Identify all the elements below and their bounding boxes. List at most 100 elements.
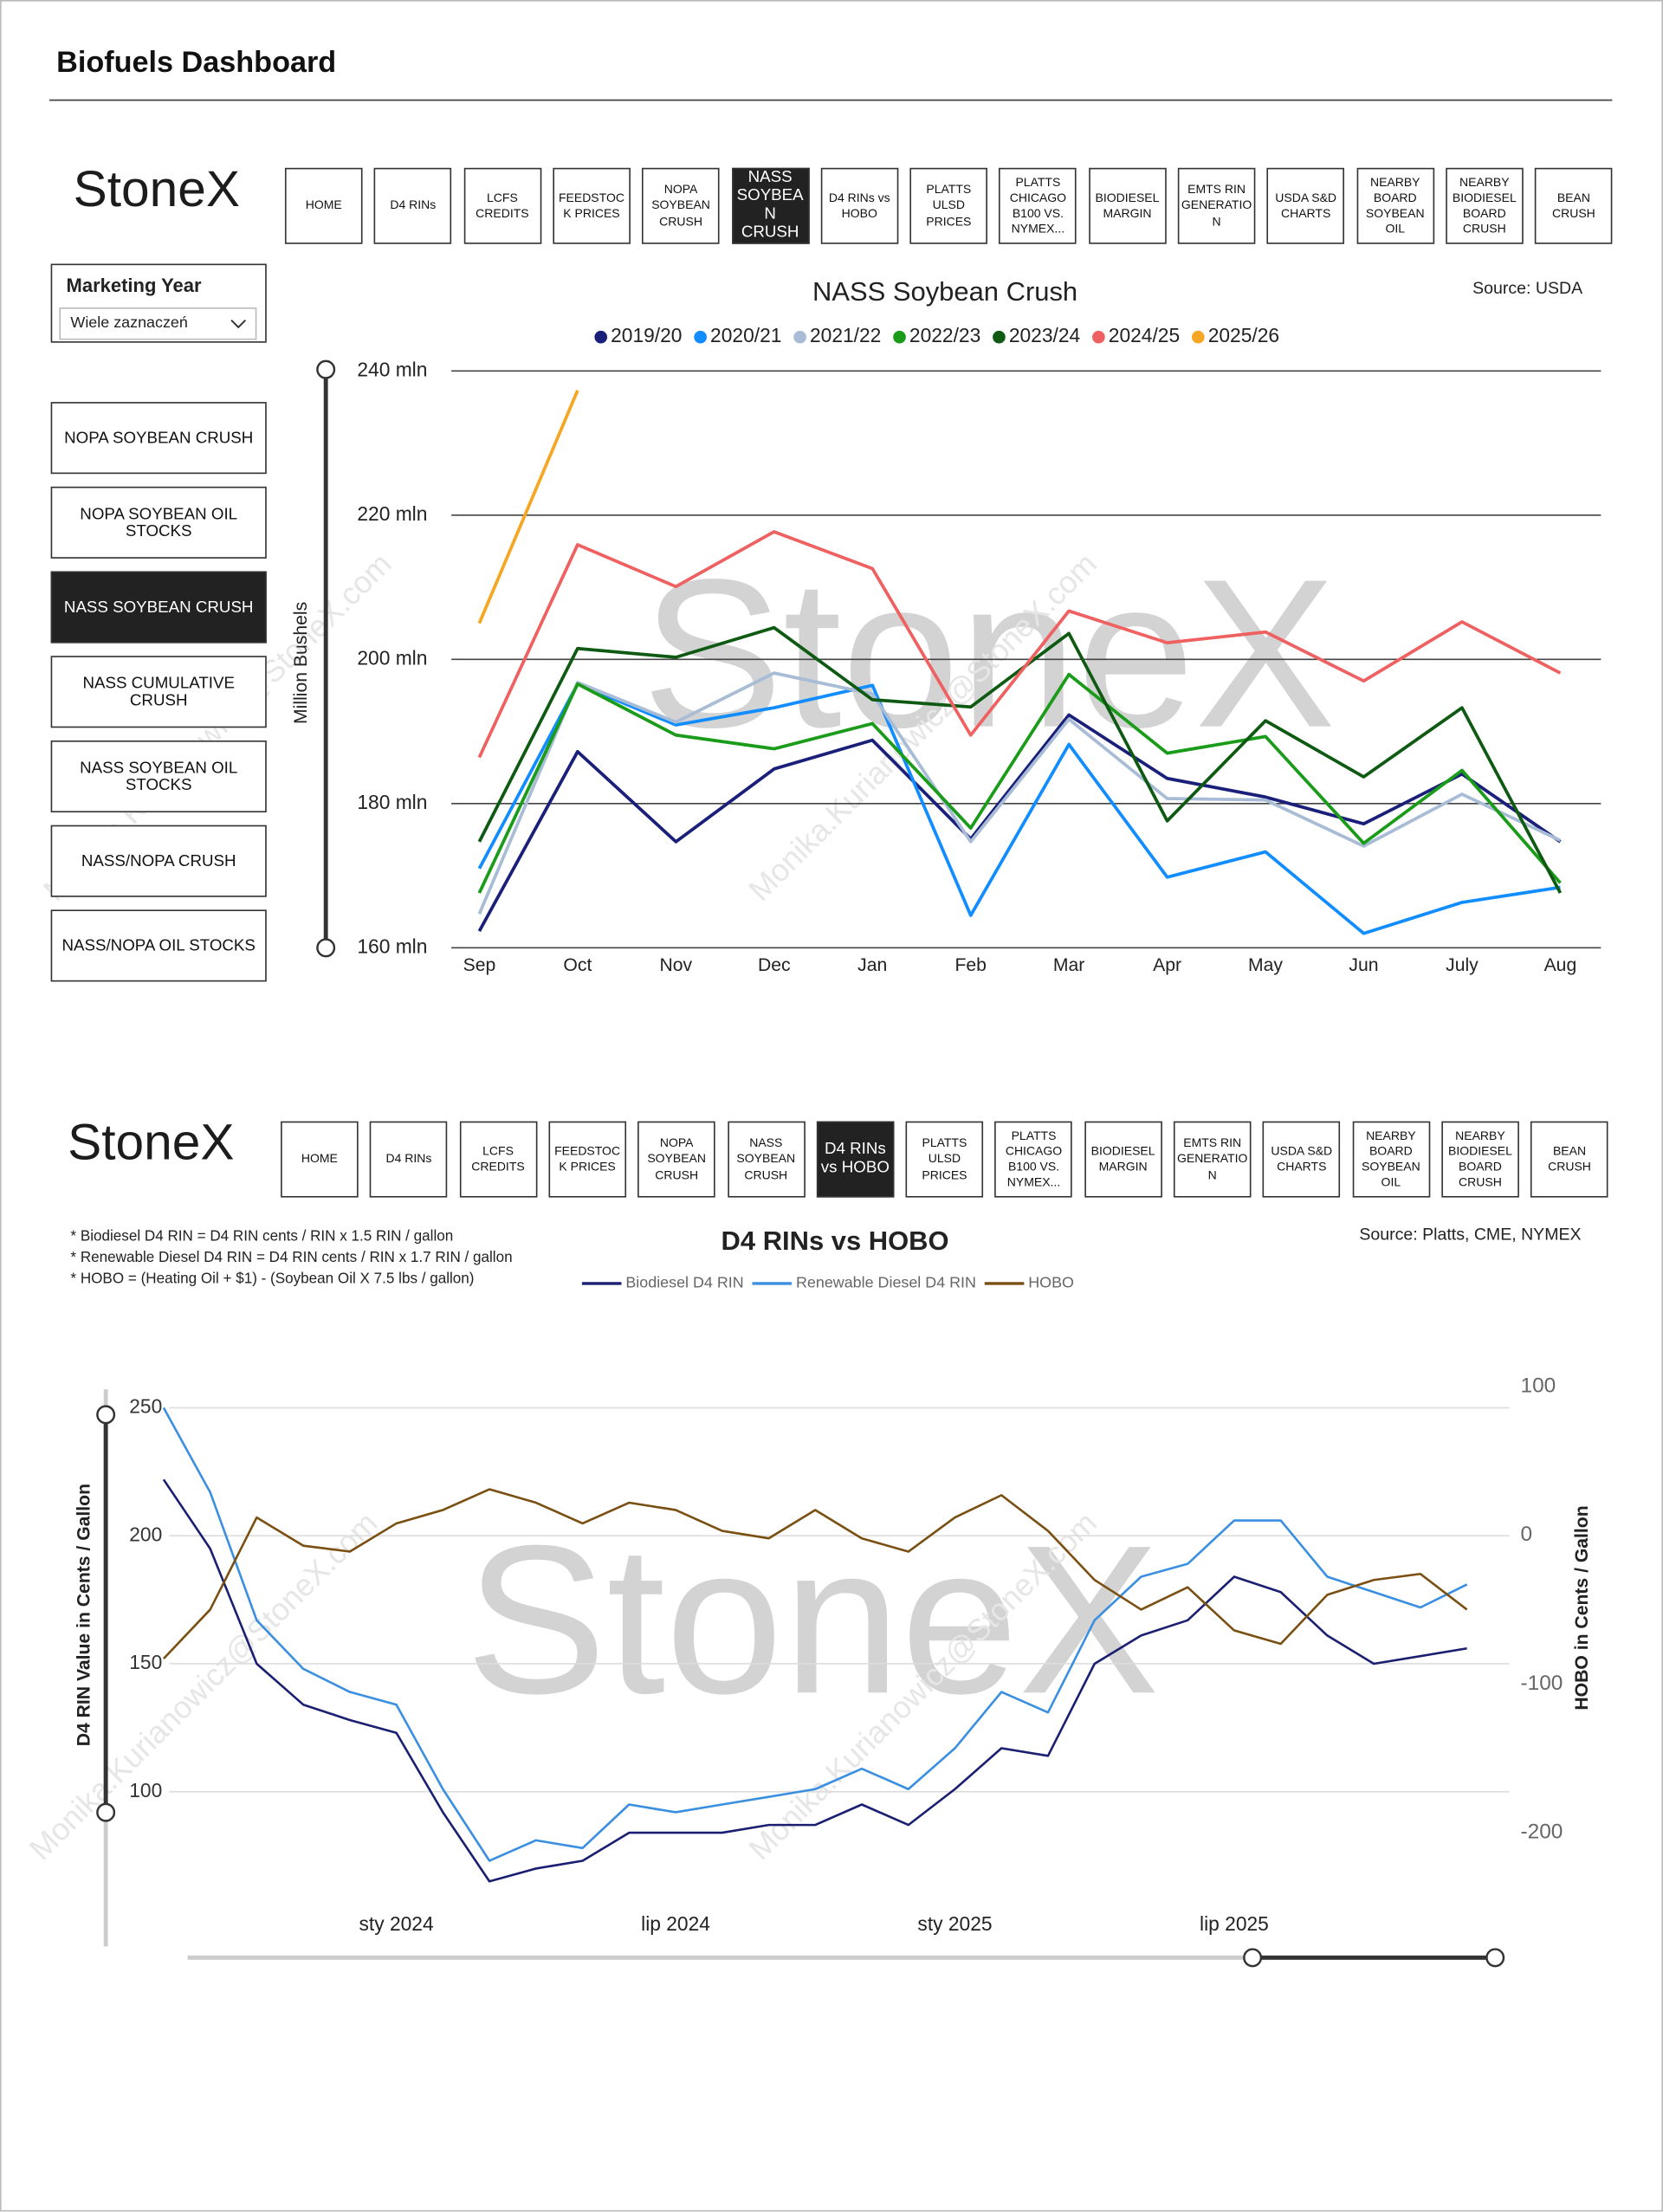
- nav-button[interactable]: BIODIESEL MARGIN: [1084, 1121, 1162, 1198]
- chart-note: * Renewable Diesel D4 RIN = D4 RIN cents…: [70, 1249, 512, 1265]
- y2-tick-label: -200: [1521, 1820, 1563, 1843]
- x-tick-label: Apr: [1153, 955, 1181, 975]
- y-tick-label: 250: [129, 1394, 162, 1417]
- watermark-logo: StoneX: [642, 535, 1336, 772]
- nav-button[interactable]: HOME: [281, 1121, 359, 1198]
- nav-button[interactable]: USDA S&D CHARTS: [1266, 167, 1345, 244]
- chart-source: Source: Platts, CME, NYMEX: [1359, 1226, 1581, 1245]
- side-menu-button[interactable]: NASS/NOPA CRUSH: [50, 825, 267, 897]
- legend: Biodiesel D4 RIN Renewable Diesel D4 RIN H…: [581, 1274, 1074, 1291]
- legend-label: 2024/25: [1109, 324, 1180, 346]
- x-tick-label: May: [1248, 955, 1283, 975]
- x-tick-label: Feb: [954, 955, 986, 975]
- series-line: [477, 530, 1562, 759]
- nav-button[interactable]: PLATTS CHICAGO B100 VS. NYMEX...: [999, 167, 1077, 244]
- legend-label: 2025/26: [1208, 324, 1279, 346]
- slicer-title: Marketing Year: [66, 275, 202, 296]
- slider-handle[interactable]: [316, 359, 336, 379]
- series-line: [477, 713, 1562, 933]
- nav-button[interactable]: NEARBY BOARD SOYBEAN OIL: [1352, 1121, 1430, 1198]
- nav-button[interactable]: FEEDSTOCK PRICES: [548, 1121, 626, 1198]
- y-axis-title: Million Bushels: [291, 602, 311, 724]
- legend-marker: [893, 330, 906, 344]
- nav-button[interactable]: EMTS RIN GENERATION: [1177, 167, 1256, 244]
- y-axis-title: D4 RIN Value in Cents / Gallon: [74, 1484, 94, 1746]
- side-menu-button[interactable]: NOPA SOYBEAN CRUSH: [50, 402, 267, 475]
- legend: 2019/20 2020/21 2021/22 2022/23 2023/24 2024/…: [594, 324, 1279, 346]
- series-line: [477, 625, 1563, 894]
- logo: StoneX: [68, 1115, 234, 1171]
- legend-label: 2022/23: [909, 324, 980, 346]
- side-menu-button[interactable]: NASS CUMULATIVE CRUSH: [50, 656, 267, 728]
- slider-handle[interactable]: [96, 1405, 116, 1425]
- legend-label: 2023/24: [1009, 324, 1080, 346]
- nav-button[interactable]: LCFS CREDITS: [459, 1121, 537, 1198]
- nav-button[interactable]: PLATTS ULSD PRICES: [909, 167, 988, 244]
- nav-button[interactable]: USDA S&D CHARTS: [1262, 1121, 1341, 1198]
- series-line: [477, 671, 1562, 915]
- series-line: [162, 1478, 1467, 1883]
- x-tick-label: Dec: [758, 955, 791, 975]
- nav-button[interactable]: D4 RINs vs HOBO: [820, 167, 899, 244]
- y2-tick-label: 100: [1521, 1374, 1556, 1398]
- nav-button[interactable]: BEAN CRUSH: [1530, 1121, 1608, 1198]
- series-line: [477, 672, 1562, 894]
- nav-button[interactable]: FEEDSTOCK PRICES: [553, 167, 631, 244]
- slider-handle[interactable]: [1485, 1948, 1505, 1968]
- nav-button[interactable]: NASS SOYBEAN CRUSH: [731, 167, 809, 244]
- side-menu-button[interactable]: NASS SOYBEAN OIL STOCKS: [50, 740, 267, 813]
- nav-button[interactable]: NEARBY BIODIESEL BOARD CRUSH: [1446, 167, 1524, 244]
- nav-button[interactable]: EMTS RIN GENERATION: [1173, 1121, 1252, 1198]
- nav-button[interactable]: NEARBY BIODIESEL BOARD CRUSH: [1441, 1121, 1519, 1198]
- slider-handle[interactable]: [316, 938, 336, 958]
- side-menu-button[interactable]: NOPA SOYBEAN OIL STOCKS: [50, 486, 267, 559]
- y2-tick-label: 0: [1521, 1523, 1533, 1546]
- series-line: [477, 682, 1561, 935]
- y-tick-label: 160 mln: [357, 935, 427, 957]
- legend-label: 2019/20: [611, 324, 682, 346]
- x-tick-label: Aug: [1544, 955, 1577, 975]
- y-tick-label: 150: [129, 1651, 162, 1673]
- nav-button[interactable]: HOME: [284, 167, 363, 244]
- x-tick-label: Jan: [857, 955, 887, 975]
- legend-label: 2021/22: [810, 324, 881, 346]
- nav-button[interactable]: PLATTS ULSD PRICES: [905, 1121, 984, 1198]
- side-menu-button[interactable]: NASS/NOPA OIL STOCKS: [50, 909, 267, 982]
- x-tick-label: Jun: [1349, 955, 1378, 975]
- nav-button[interactable]: BIODIESEL MARGIN: [1088, 167, 1167, 244]
- chart-title: NASS Soybean Crush: [812, 276, 1077, 307]
- nav-button[interactable]: NOPA SOYBEAN CRUSH: [637, 1121, 715, 1198]
- legend-label: HOBO: [1028, 1274, 1074, 1291]
- nav-button[interactable]: NEARBY BOARD SOYBEAN OIL: [1356, 167, 1434, 244]
- slider-handle[interactable]: [1243, 1948, 1263, 1968]
- nav-button[interactable]: NOPA SOYBEAN CRUSH: [642, 167, 720, 244]
- nav-button[interactable]: NASS SOYBEAN CRUSH: [727, 1121, 806, 1198]
- nav-button[interactable]: PLATTS CHICAGO B100 VS. NYMEX...: [994, 1121, 1073, 1198]
- legend-label: 2020/21: [710, 324, 781, 346]
- x-tick-label: sty 2025: [917, 1912, 992, 1935]
- nav-button[interactable]: D4 RINs: [374, 167, 452, 244]
- slicer-dropdown[interactable]: Wiele zaznaczeń: [59, 307, 257, 340]
- logo: StoneX: [74, 161, 240, 217]
- x-tick-label: July: [1446, 955, 1479, 975]
- legend-marker: [993, 330, 1006, 344]
- chevron: [230, 319, 247, 329]
- x-tick-label: Oct: [563, 955, 592, 975]
- series-line: [477, 390, 579, 624]
- nav-button[interactable]: BEAN CRUSH: [1535, 167, 1613, 244]
- legend-label: Renewable Diesel D4 RIN: [796, 1274, 976, 1291]
- y-tick-label: 240 mln: [357, 358, 427, 380]
- x-tick-label: lip 2025: [1200, 1912, 1269, 1935]
- side-menu-button[interactable]: NASS SOYBEAN CRUSH: [50, 571, 267, 644]
- legend-marker: [594, 330, 608, 344]
- nav-button[interactable]: D4 RINs: [370, 1121, 448, 1198]
- nav-button[interactable]: LCFS CREDITS: [463, 167, 541, 244]
- x-tick-label: sty 2024: [359, 1912, 434, 1935]
- chart-source: Source: USDA: [1472, 279, 1582, 298]
- slider-handle[interactable]: [96, 1802, 116, 1822]
- nav-button[interactable]: D4 RINs vs HOBO: [816, 1121, 895, 1198]
- chart-title: D4 RINs vs HOBO: [721, 1226, 949, 1256]
